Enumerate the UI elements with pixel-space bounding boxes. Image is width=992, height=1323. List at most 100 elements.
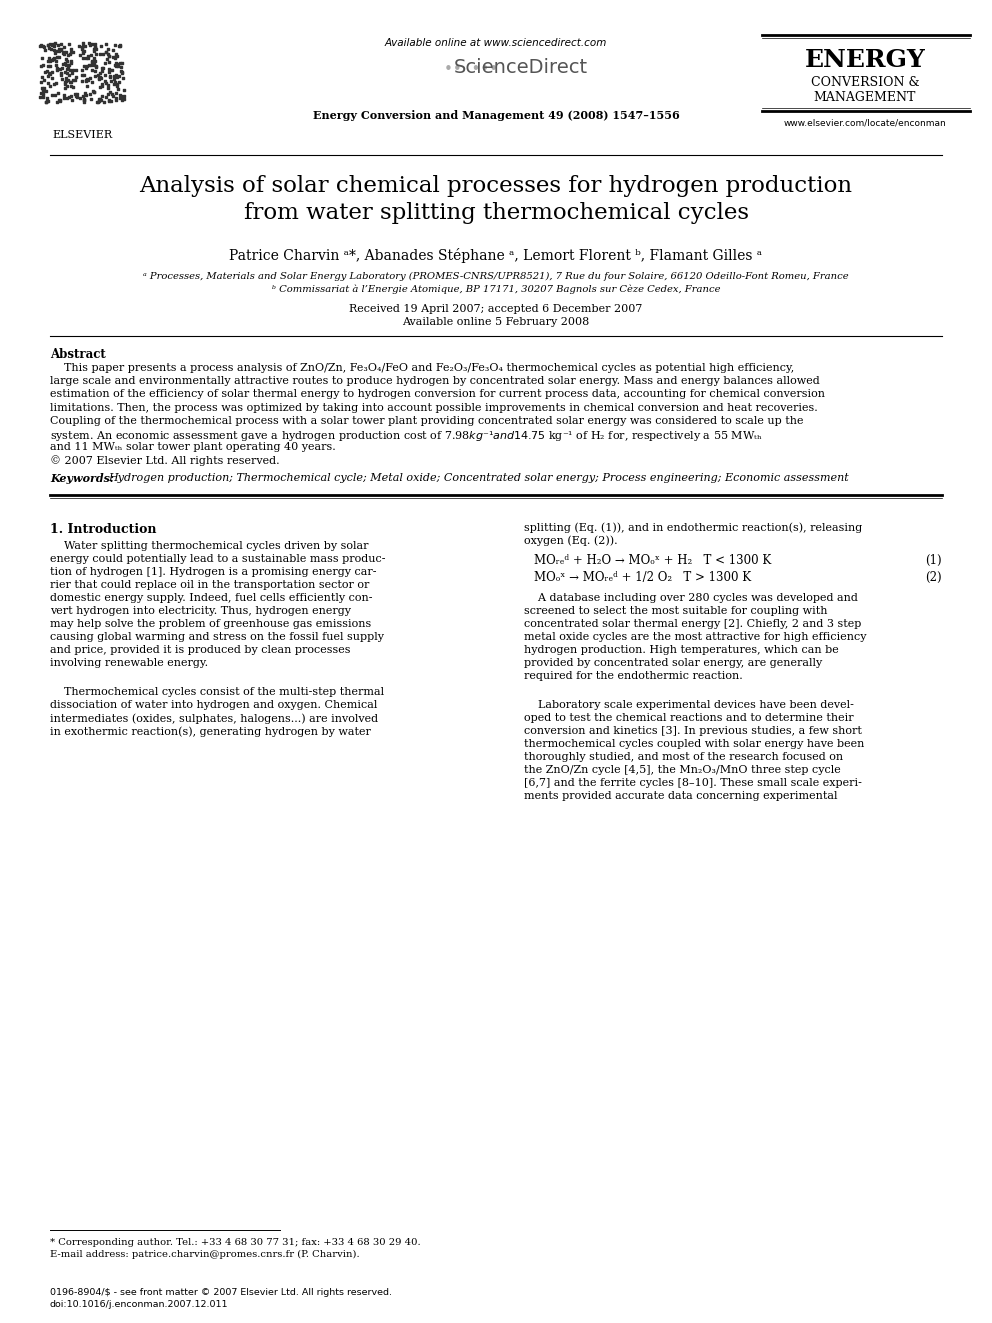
- Point: [33, 71, 49, 93]
- Text: doi:10.1016/j.enconman.2007.12.011: doi:10.1016/j.enconman.2007.12.011: [50, 1301, 228, 1308]
- Point: [91, 91, 107, 112]
- Point: [85, 41, 101, 62]
- Point: [114, 61, 130, 82]
- Point: [49, 60, 64, 81]
- Point: [108, 87, 124, 108]
- Text: metal oxide cycles are the most attractive for high efficiency: metal oxide cycles are the most attracti…: [524, 631, 866, 642]
- Point: [94, 75, 110, 97]
- Point: [86, 38, 102, 60]
- Point: [40, 73, 56, 94]
- Text: [6,7] and the ferrite cycles [8–10]. These small scale experi-: [6,7] and the ferrite cycles [8–10]. The…: [524, 778, 862, 789]
- Text: © 2007 Elsevier Ltd. All rights reserved.: © 2007 Elsevier Ltd. All rights reserved…: [50, 455, 280, 466]
- Point: [92, 90, 108, 111]
- Point: [43, 64, 59, 85]
- Point: [63, 52, 79, 73]
- Text: CONVERSION &: CONVERSION &: [810, 75, 920, 89]
- Point: [79, 46, 95, 67]
- Point: [108, 45, 124, 66]
- Text: tion of hydrogen [1]. Hydrogen is a promising energy car-: tion of hydrogen [1]. Hydrogen is a prom…: [50, 566, 377, 577]
- Point: [51, 46, 66, 67]
- Text: ScienceDirect: ScienceDirect: [454, 58, 588, 77]
- Point: [42, 50, 58, 71]
- Point: [43, 33, 59, 54]
- Point: [104, 60, 120, 81]
- Point: [44, 61, 60, 82]
- Point: [88, 57, 104, 78]
- Point: [114, 62, 130, 83]
- Point: [48, 50, 63, 71]
- Point: [49, 57, 64, 78]
- Point: [97, 70, 113, 91]
- Point: [48, 54, 63, 75]
- Point: [35, 86, 51, 107]
- Point: [83, 52, 99, 73]
- Point: [46, 49, 62, 70]
- Point: [36, 36, 52, 57]
- Point: [103, 70, 119, 91]
- Point: [38, 91, 54, 112]
- Point: [62, 38, 78, 60]
- Text: 1. Introduction: 1. Introduction: [50, 523, 157, 536]
- Point: [57, 85, 72, 106]
- Point: [41, 38, 57, 60]
- Point: [101, 90, 117, 111]
- Point: [46, 74, 62, 95]
- Point: [44, 85, 60, 106]
- Point: [79, 69, 95, 90]
- Text: (1): (1): [926, 553, 942, 566]
- Point: [40, 91, 56, 112]
- Point: [34, 56, 50, 77]
- Point: [103, 91, 119, 112]
- Point: [97, 42, 113, 64]
- Point: [84, 50, 100, 71]
- Point: [108, 52, 124, 73]
- Text: oped to test the chemical reactions and to determine their: oped to test the chemical reactions and …: [524, 713, 854, 724]
- Point: [53, 65, 68, 86]
- Point: [107, 71, 123, 93]
- Point: [76, 64, 92, 85]
- Point: [78, 85, 94, 106]
- Point: [56, 41, 71, 62]
- Point: [39, 81, 55, 102]
- Point: [45, 67, 61, 89]
- Point: [53, 91, 68, 112]
- Point: [75, 41, 91, 62]
- Text: Available online 5 February 2008: Available online 5 February 2008: [403, 318, 589, 327]
- Text: required for the endothermic reaction.: required for the endothermic reaction.: [524, 671, 743, 680]
- Point: [113, 86, 129, 107]
- Point: [52, 41, 67, 62]
- Point: [86, 48, 102, 69]
- Point: [74, 37, 90, 58]
- Point: [59, 54, 74, 75]
- Point: [64, 60, 80, 81]
- Point: [105, 40, 121, 61]
- Point: [77, 36, 93, 57]
- Point: [96, 91, 112, 112]
- Point: [98, 33, 114, 54]
- Text: vert hydrogen into electricity. Thus, hydrogen energy: vert hydrogen into electricity. Thus, hy…: [50, 606, 351, 615]
- Text: splitting (Eq. (1)), and in endothermic reaction(s), releasing: splitting (Eq. (1)), and in endothermic …: [524, 523, 862, 533]
- Point: [71, 87, 87, 108]
- Text: may help solve the problem of greenhouse gas emissions: may help solve the problem of greenhouse…: [50, 619, 371, 628]
- Point: [109, 66, 125, 87]
- Point: [105, 85, 121, 106]
- Point: [37, 70, 53, 91]
- Text: Coupling of the thermochemical process with a solar tower plant providing concen: Coupling of the thermochemical process w…: [50, 415, 804, 426]
- Point: [34, 34, 50, 56]
- Point: [41, 50, 57, 71]
- Point: [95, 44, 111, 65]
- Point: [47, 40, 62, 61]
- Point: [60, 75, 75, 97]
- Point: [106, 73, 122, 94]
- Text: ᵃ Processes, Materials and Solar Energy Laboratory (PROMES-CNRS/UPR8521), 7 Rue : ᵃ Processes, Materials and Solar Energy …: [143, 273, 849, 280]
- Text: Patrice Charvin ᵃ*, Abanades Stéphane ᵃ, Lemort Florent ᵇ, Flamant Gilles ᵃ: Patrice Charvin ᵃ*, Abanades Stéphane ᵃ,…: [229, 247, 763, 263]
- Point: [60, 70, 75, 91]
- Point: [87, 61, 103, 82]
- Point: [53, 38, 68, 60]
- Point: [54, 69, 69, 90]
- Point: [52, 38, 67, 60]
- Point: [57, 71, 72, 93]
- Point: [47, 46, 62, 67]
- Point: [92, 66, 108, 87]
- Point: [101, 62, 117, 83]
